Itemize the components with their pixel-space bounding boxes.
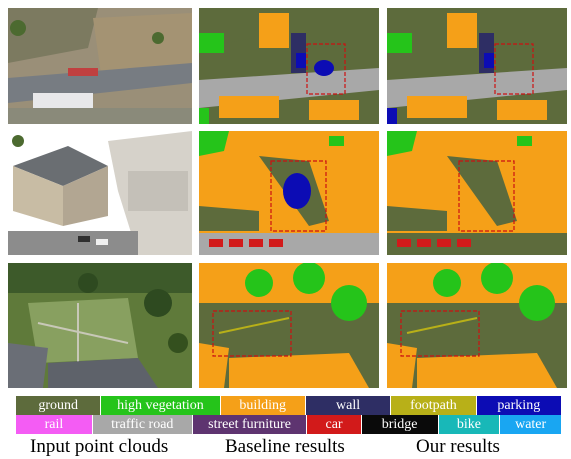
legend-item-ground: ground xyxy=(16,396,102,415)
legend-item-bike: bike xyxy=(438,415,501,434)
legend-item-footpath: footpath xyxy=(391,396,477,415)
legend-item-traffic-road: traffic road xyxy=(92,415,193,434)
legend-item-parking: parking xyxy=(476,396,562,415)
input-image-row2 xyxy=(8,131,192,255)
legend-item-water: water xyxy=(500,415,563,434)
legend-item-street-furniture: street furniture xyxy=(192,415,308,434)
ours-image-row3 xyxy=(387,263,567,388)
legend-item-rail: rail xyxy=(16,415,93,434)
legend-item-bridge: bridge xyxy=(361,415,439,434)
legend-item-high-vegetation: high vegetation xyxy=(101,396,221,415)
ours-image-row1 xyxy=(387,8,567,124)
legend-row-2: rail traffic road street furniture car b… xyxy=(16,415,563,434)
baseline-image-row3 xyxy=(199,263,379,388)
baseline-image-row2 xyxy=(199,131,379,255)
caption-baseline: Baseline results xyxy=(225,436,345,457)
input-image-row1 xyxy=(8,8,192,124)
ours-image-row2 xyxy=(387,131,567,255)
legend-item-car: car xyxy=(307,415,362,434)
column-captions: Input point clouds Baseline results Our … xyxy=(0,436,571,459)
class-legend: ground high vegetation building wall foo… xyxy=(16,396,563,434)
caption-input: Input point clouds xyxy=(30,436,169,457)
baseline-image-row1 xyxy=(199,8,379,124)
caption-ours: Our results xyxy=(416,436,500,457)
input-image-row3 xyxy=(8,263,192,388)
legend-item-wall: wall xyxy=(305,396,392,415)
legend-row-1: ground high vegetation building wall foo… xyxy=(16,396,562,415)
legend-item-building: building xyxy=(220,396,306,415)
